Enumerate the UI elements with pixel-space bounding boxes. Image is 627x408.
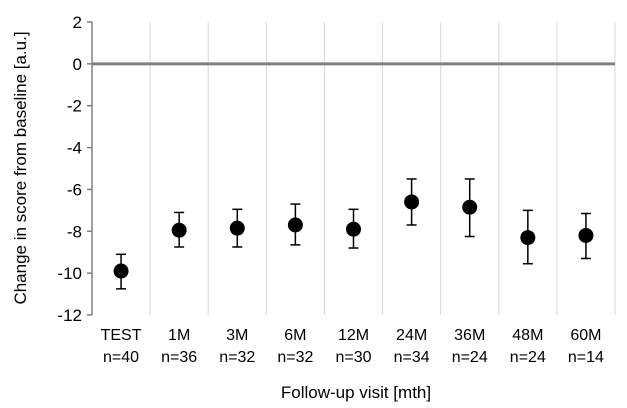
- data-point: [520, 230, 536, 246]
- data-point: [462, 199, 478, 215]
- x-category-label: 6M: [284, 327, 306, 344]
- x-category-labels: TEST n=40 1M n=36 3M n=32 6M n=32 12M n=30 24M n=34…: [101, 327, 604, 366]
- y-tick-label: -2: [67, 97, 82, 116]
- y-tick-label: -8: [67, 222, 82, 241]
- x-sample-size-label: n=40: [103, 349, 139, 366]
- grid-layer: [149, 22, 616, 315]
- data-point: [404, 194, 420, 210]
- data-point: [346, 221, 361, 237]
- y-axis-title: Change in score from baseline [a.u.]: [11, 31, 30, 304]
- x-sample-size-label: n=32: [277, 349, 313, 366]
- x-category-label: 60M: [570, 327, 601, 344]
- x-sample-size-label: n=30: [335, 349, 371, 366]
- y-tick-label: -12: [57, 306, 82, 325]
- y-tick-labels: 2 0 -2 -4 -6 -8 -10 -12: [57, 13, 82, 325]
- x-category-label: 1M: [168, 327, 190, 344]
- data-point: [229, 220, 245, 236]
- x-category-label: 3M: [226, 327, 248, 344]
- y-tick-label: -6: [67, 180, 82, 199]
- axis-layer: [87, 21, 615, 316]
- x-sample-size-label: n=36: [161, 349, 197, 366]
- x-category-label: 48M: [512, 327, 543, 344]
- y-tick-label: 2: [73, 13, 82, 32]
- y-tick-label: -4: [67, 139, 82, 158]
- x-category-label: TEST: [101, 327, 142, 344]
- x-sample-size-label: n=32: [219, 349, 255, 366]
- x-sample-size-label: n=34: [394, 349, 430, 366]
- data-point: [287, 217, 303, 233]
- x-category-label: 12M: [338, 327, 369, 344]
- x-sample-size-label: n=14: [568, 349, 604, 366]
- data-point: [171, 222, 187, 238]
- x-axis-title: Follow-up visit [mth]: [281, 383, 431, 402]
- x-sample-size-label: n=24: [452, 349, 488, 366]
- x-category-label: 24M: [396, 327, 427, 344]
- data-point: [113, 263, 129, 279]
- y-tick-label: 0: [73, 55, 82, 74]
- data-point: [578, 227, 594, 243]
- x-category-label: 36M: [454, 327, 485, 344]
- data-marks: [113, 178, 594, 290]
- x-sample-size-label: n=24: [510, 349, 546, 366]
- y-tick-label: -10: [57, 264, 82, 283]
